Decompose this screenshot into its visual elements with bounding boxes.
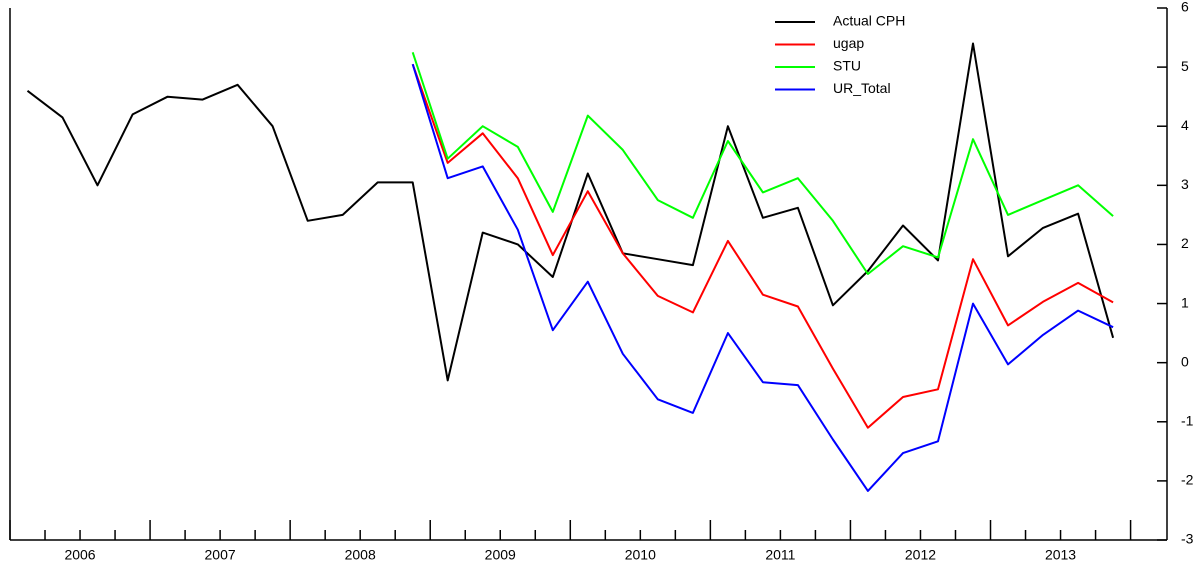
x-tick-label: 2010 [625, 547, 656, 563]
y-tick-label: 4 [1181, 117, 1189, 133]
x-tick-label: 2009 [485, 547, 516, 563]
legend-label: STU [833, 58, 861, 74]
series-line [26, 42, 1115, 382]
series-line [411, 51, 1114, 275]
y-tick-label: 6 [1181, 0, 1189, 15]
series-line [411, 63, 1114, 492]
y-tick-label: 0 [1181, 353, 1189, 369]
x-tick-label: 2013 [1045, 547, 1076, 563]
legend-label: UR_Total [833, 80, 891, 96]
x-tick-label: 2011 [765, 547, 795, 563]
legend-label: Actual CPH [833, 13, 905, 29]
y-tick-label: 3 [1181, 176, 1189, 192]
x-tick-label: 2008 [345, 547, 376, 563]
y-tick-label: 5 [1181, 58, 1189, 74]
y-tick-label: 1 [1181, 294, 1189, 310]
y-tick-label: -2 [1181, 472, 1194, 488]
x-tick-label: 2007 [205, 547, 236, 563]
y-tick-label: -3 [1181, 531, 1194, 547]
y-tick-label: -1 [1181, 412, 1194, 428]
y-tick-label: 2 [1181, 235, 1189, 251]
x-tick-label: 2012 [905, 547, 936, 563]
x-tick-label: 2006 [64, 547, 95, 563]
legend-label: ugap [833, 35, 864, 51]
series-line [411, 63, 1114, 429]
